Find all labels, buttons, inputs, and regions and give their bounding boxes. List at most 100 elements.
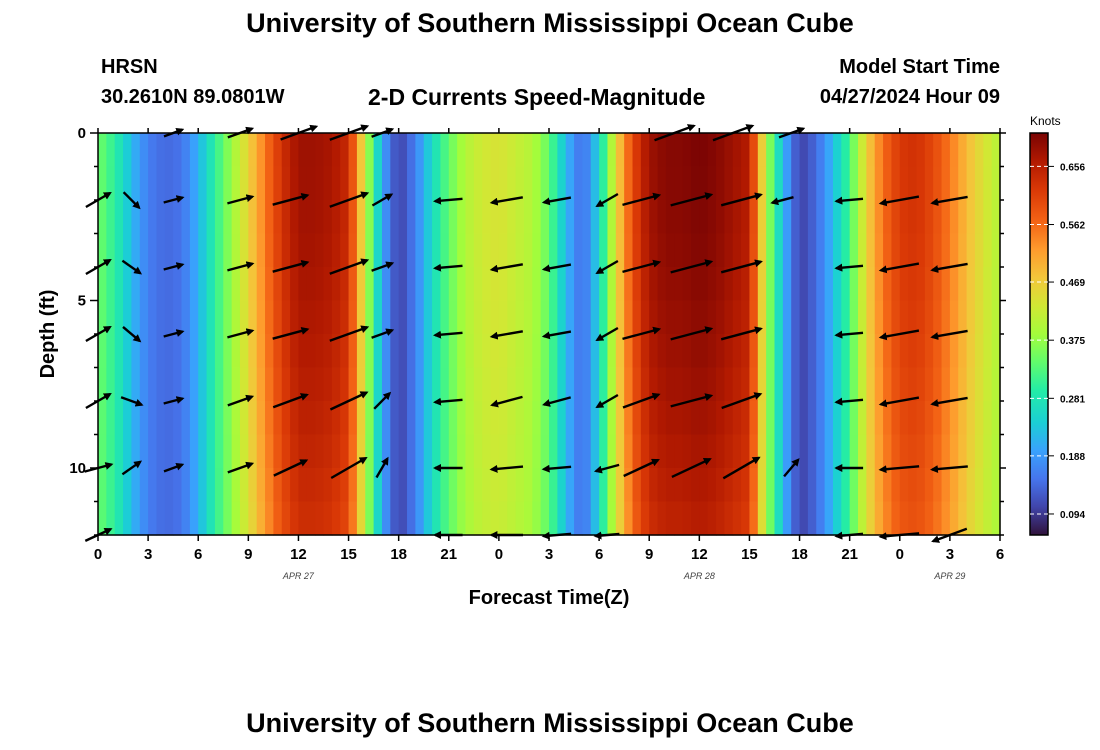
heat-cell — [891, 468, 901, 503]
heat-cell — [473, 267, 483, 302]
heat-cell — [189, 434, 199, 469]
heat-cell — [958, 334, 968, 369]
heat-cell — [206, 166, 216, 201]
heat-cell — [941, 133, 951, 168]
heat-cell — [465, 267, 475, 302]
heat-cell — [340, 233, 350, 268]
heat-cell — [607, 300, 617, 335]
colorbar-gradient — [1029, 132, 1049, 536]
heat-cell — [991, 267, 1001, 302]
current-vector — [541, 196, 572, 206]
heat-cell — [373, 401, 383, 436]
x-axis-label: Forecast Time(Z) — [469, 587, 630, 609]
heat-cell — [256, 166, 266, 201]
heat-cell — [156, 468, 166, 503]
heat-cell — [974, 401, 984, 436]
heat-cell — [223, 133, 233, 168]
heat-cell — [281, 434, 291, 469]
heat-cell — [490, 133, 500, 168]
heat-cell — [933, 468, 943, 503]
heat-cell — [766, 367, 776, 402]
heat-cell — [381, 468, 391, 503]
heat-cell — [657, 334, 667, 369]
heat-cell — [607, 367, 617, 402]
heat-cell — [98, 501, 107, 536]
heat-cell — [574, 267, 584, 302]
heat-cell — [807, 233, 817, 268]
heat-cell — [774, 501, 784, 536]
heat-cell — [256, 401, 266, 436]
heat-cell — [415, 334, 425, 369]
heat-cell — [799, 334, 809, 369]
heat-cell — [407, 200, 416, 235]
heat-cell — [373, 233, 383, 268]
heat-cell — [849, 434, 859, 469]
heat-cell — [173, 468, 183, 503]
heat-cell — [348, 233, 358, 268]
heat-cell — [440, 267, 450, 302]
heat-cell — [640, 133, 650, 168]
heat-cell — [256, 133, 266, 168]
heat-cell — [348, 468, 358, 503]
heat-cell — [540, 166, 550, 201]
heat-cell — [340, 267, 350, 302]
heat-cell — [273, 468, 283, 503]
heat-cell — [757, 334, 767, 369]
heat-cell — [983, 300, 993, 335]
heat-cell — [599, 468, 609, 503]
current-vector — [227, 328, 255, 339]
heat-cell — [891, 200, 901, 235]
heat-cell — [582, 233, 592, 268]
heat-cell — [832, 468, 842, 503]
heat-cell — [256, 233, 266, 268]
heat-cell — [665, 367, 675, 402]
current-vector — [622, 259, 662, 274]
heat-cell — [348, 334, 358, 369]
heat-cell — [924, 468, 934, 503]
heat-cell — [599, 401, 609, 436]
heat-cell — [716, 401, 725, 436]
heat-cell — [782, 267, 792, 302]
heat-cell — [640, 434, 650, 469]
current-vector — [489, 263, 524, 273]
heat-cell — [832, 233, 842, 268]
heat-cell — [348, 133, 358, 168]
heat-cell — [415, 501, 425, 536]
heat-cell — [114, 501, 124, 536]
heat-cell — [966, 300, 976, 335]
heat-cell — [816, 334, 826, 369]
heat-cell — [899, 367, 909, 402]
heat-cell — [949, 133, 959, 168]
current-vector — [878, 195, 920, 207]
heat-cell — [841, 267, 851, 302]
heat-cell — [841, 468, 851, 503]
heat-cell — [156, 267, 166, 302]
heat-cell — [657, 200, 667, 235]
heat-cell — [874, 267, 884, 302]
heat-cell — [615, 468, 625, 503]
heat-cell — [523, 133, 533, 168]
heat-cell — [281, 133, 291, 168]
heat-cell — [340, 434, 350, 469]
heat-cell — [933, 267, 943, 302]
heat-cell — [340, 367, 350, 402]
heat-cell — [181, 200, 191, 235]
heat-cell — [933, 434, 943, 469]
heat-cell — [749, 468, 759, 503]
heat-cell — [624, 434, 634, 469]
heat-cell — [523, 200, 533, 235]
heat-cell — [699, 233, 709, 268]
heat-cell — [741, 501, 751, 536]
heat-cell — [290, 334, 300, 369]
heat-cell — [649, 300, 659, 335]
heat-cell — [381, 133, 391, 168]
heat-cell — [624, 367, 634, 402]
heat-cell — [507, 401, 517, 436]
heat-cell — [724, 200, 734, 235]
heat-cell — [983, 468, 993, 503]
heat-cell — [515, 367, 525, 402]
heat-cell — [916, 468, 926, 503]
heat-cell — [214, 401, 224, 436]
heat-cell — [373, 434, 383, 469]
heat-cell — [365, 367, 375, 402]
